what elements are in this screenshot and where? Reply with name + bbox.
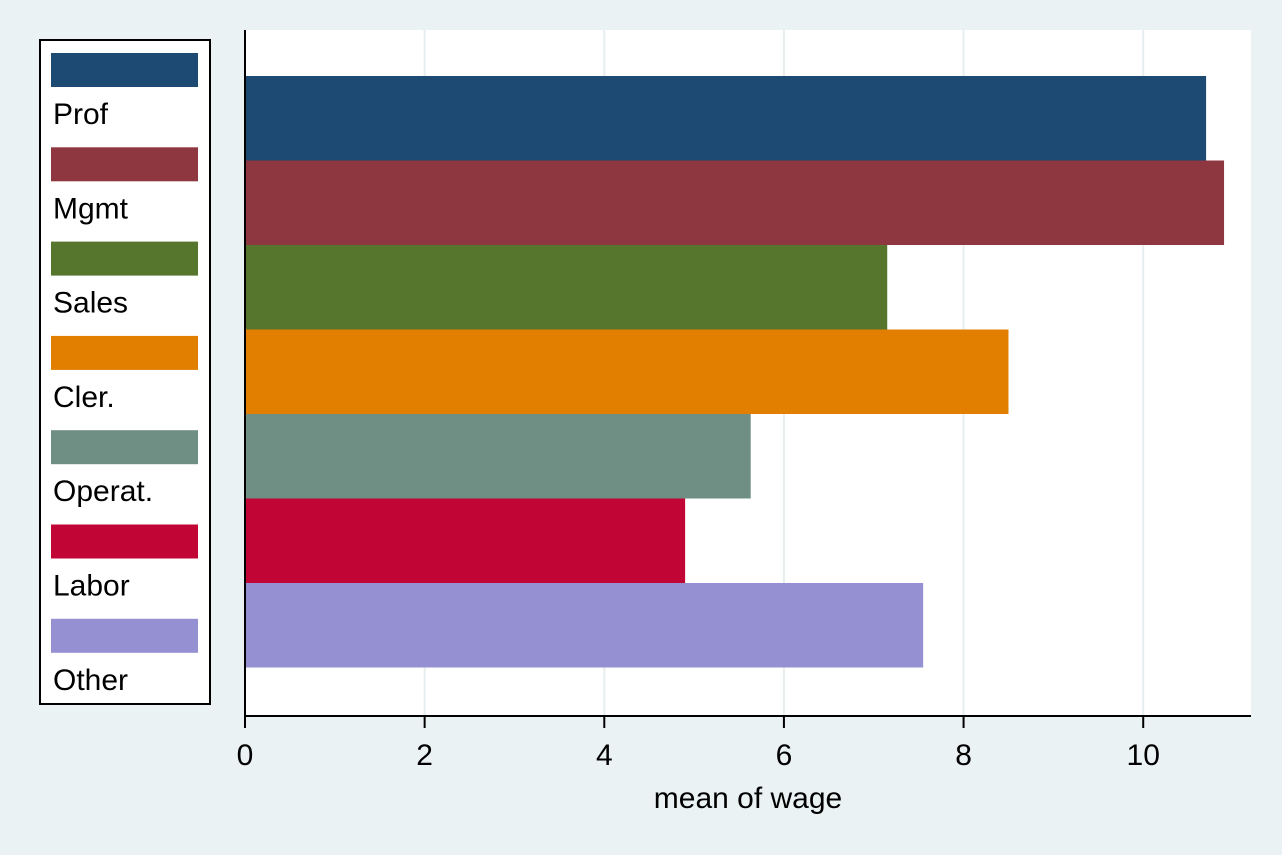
legend-label-cler: Cler. [53, 381, 115, 414]
legend-label-mgmt: Mgmt [53, 192, 129, 225]
legend-swatch-other [51, 618, 198, 653]
legend-swatch-sales [51, 241, 198, 276]
bars [245, 76, 1225, 668]
legend-swatch-prof [51, 53, 198, 87]
legend-swatch-operat [51, 430, 198, 465]
legend-label-labor: Labor [53, 570, 130, 603]
bar-labor [245, 498, 686, 583]
bar-operat [245, 414, 751, 499]
legend-label-operat: Operat. [53, 475, 153, 508]
x-axis: 0 2 4 6 8 10 [237, 30, 1251, 772]
legend-swatch-labor [51, 524, 198, 559]
bar-prof [245, 76, 1207, 161]
legend-swatch-mgmt [51, 147, 198, 182]
x-tick-label: 10 [1127, 739, 1160, 772]
x-tick-label: 0 [237, 739, 254, 772]
legend-label-other: Other [53, 664, 128, 697]
x-tick-label: 6 [776, 739, 793, 772]
legend: Prof Mgmt Sales Cler. Operat. Labor Other [39, 39, 211, 705]
x-tick-label: 2 [416, 739, 433, 772]
x-tick-label: 4 [596, 739, 613, 772]
bar-cler [245, 329, 1009, 414]
bar-other [245, 583, 924, 668]
bar-sales [245, 245, 888, 330]
bar-mgmt [245, 160, 1225, 245]
legend-label-prof: Prof [53, 98, 109, 131]
x-axis-title: mean of wage [654, 782, 842, 815]
x-tick-label: 8 [955, 739, 972, 772]
legend-box [39, 39, 211, 705]
legend-label-sales: Sales [53, 287, 128, 320]
legend-swatch-cler [51, 335, 198, 370]
